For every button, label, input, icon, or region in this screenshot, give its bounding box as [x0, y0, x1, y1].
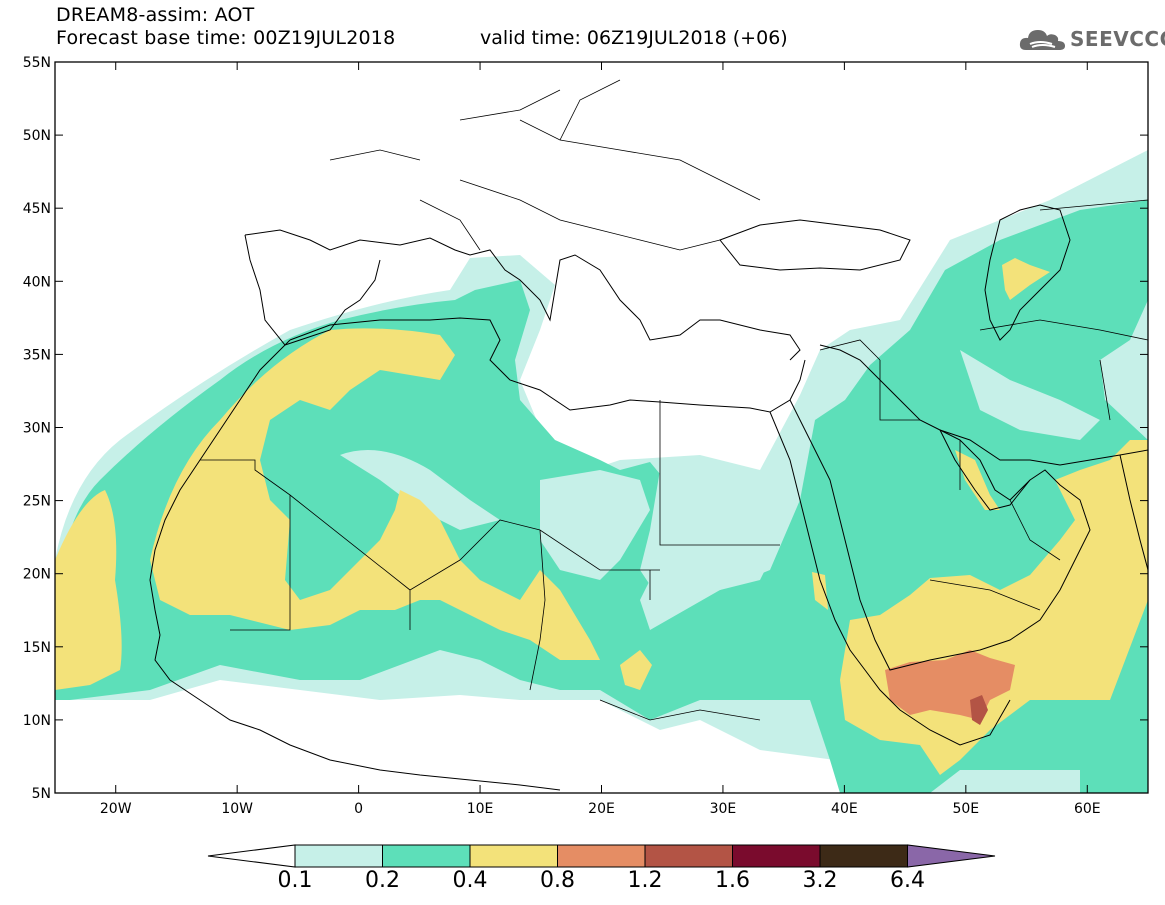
colorbar-swatch — [382, 844, 471, 868]
aot-hole-egypt — [640, 465, 780, 600]
coastline-europe — [244, 229, 801, 361]
lat-tick-label: 15N — [23, 640, 51, 656]
aot-field — [55, 150, 1148, 793]
lat-tick-label: 20N — [23, 567, 51, 583]
lon-tick-label: 20E — [588, 801, 615, 817]
border-lines — [200, 79, 1148, 721]
lon-tick-label: 30E — [710, 801, 737, 817]
colorbar-under-triangle — [207, 844, 296, 868]
coastline-caspian — [984, 204, 1071, 341]
coastline-iberia — [244, 234, 381, 346]
aot-contour-1.2 — [970, 695, 988, 725]
coastline-north-africa — [289, 317, 806, 413]
lon-tick-label: 10E — [467, 801, 494, 817]
colorbar-swatch — [732, 844, 821, 868]
colorbar-level-label: 1.6 — [715, 868, 750, 893]
colorbar-level-label: 0.1 — [277, 868, 313, 893]
colorbar-swatch — [469, 844, 558, 868]
coastline-arabia — [789, 344, 1091, 671]
cloud-icon — [1019, 30, 1065, 50]
lat-tick-label: 5N — [32, 786, 51, 802]
lon-tick-label: 10W — [221, 801, 253, 817]
coastline-persian-gulf — [939, 429, 1031, 511]
aot-contour-0.4-redsea — [812, 572, 828, 610]
colorbar-over-triangle — [907, 844, 996, 868]
coastlines — [149, 204, 1148, 791]
lat-tick-label: 45N — [23, 201, 51, 217]
lat-tick-label: 10N — [23, 713, 51, 729]
logo-text: SEEVCCC — [1070, 27, 1165, 51]
lat-tick-label: 50N — [23, 128, 51, 144]
seevccc-logo: SEEVCCC — [1018, 24, 1165, 54]
lat-tick-label: 35N — [23, 347, 51, 363]
colorbar-swatch — [294, 844, 383, 868]
tick-labels: 20W 10W 0 10E 20E 30E 40E 50E 60E 5N 10N 15N 20N 25N 3… — [23, 55, 1101, 817]
lon-tick-label: 40E — [831, 801, 858, 817]
forecast-base-time: Forecast base time: 00Z19JUL2018 — [56, 27, 396, 49]
lon-tick-label: 60E — [1074, 801, 1101, 817]
colorbar-level-label: 3.2 — [802, 868, 838, 893]
colorbar-swatch — [644, 844, 733, 868]
colorbar-level-label: 6.4 — [890, 868, 925, 893]
coastline-black-sea — [719, 219, 911, 271]
colorbar-level-label: 0.8 — [540, 868, 575, 893]
lon-tick-label: 20W — [100, 801, 132, 817]
aot-contour-0.4-sahara — [150, 328, 600, 660]
aot-hole-algeria — [340, 450, 500, 530]
coastline-red-sea-west — [769, 411, 1011, 746]
aot-hole-libya — [540, 470, 650, 580]
lat-tick-label: 25N — [23, 494, 51, 510]
aot-contour-0.4-gulf — [955, 450, 1000, 510]
colorbar-level-label: 0.4 — [452, 868, 488, 893]
map-title: DREAM8-assim: AOT — [56, 4, 255, 26]
coastline-india — [1119, 454, 1148, 571]
colorbar — [207, 844, 996, 868]
valid-time: valid time: 06Z19JUL2018 (+06) — [480, 27, 788, 49]
coastline-west-africa — [149, 339, 561, 791]
aot-contour-0.4-chad — [620, 650, 652, 690]
lat-tick-label: 55N — [23, 55, 51, 71]
tick-marks — [55, 61, 1148, 794]
aot-hole-iran — [960, 350, 1100, 440]
aot-contour-0.4-caspian — [1002, 258, 1050, 300]
borders — [200, 79, 1148, 721]
colorbar-swatch — [819, 844, 908, 868]
lon-tick-label: 0 — [354, 801, 363, 817]
lat-tick-label: 30N — [23, 421, 51, 437]
aot-contour-0.4-west — [55, 490, 122, 690]
coastline-iran — [939, 429, 1148, 466]
lon-tick-label: 50E — [952, 801, 979, 817]
colorbar-swatch — [557, 844, 646, 868]
colorbar-level-label: 1.2 — [627, 868, 663, 893]
colorbar-level-label: 0.2 — [365, 868, 400, 893]
lat-tick-label: 40N — [23, 274, 51, 290]
